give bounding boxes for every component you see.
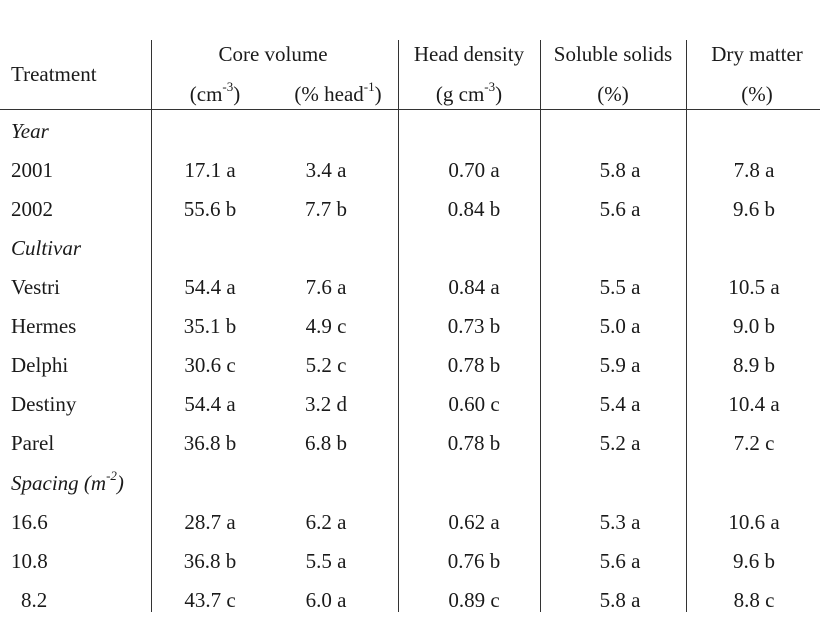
header-soluble-solids: Soluble solids: [553, 42, 673, 66]
cell-head-density: 0.76 b: [447, 549, 501, 573]
cell-soluble-solids: 5.6 a: [599, 549, 641, 573]
cell-head-density: 0.60 c: [448, 392, 500, 416]
cell-core-volume-cm: 54.4 a: [184, 275, 236, 299]
cell-head-density: 0.84 b: [447, 197, 501, 221]
cell-soluble-solids: 5.8 a: [599, 588, 641, 612]
cell-soluble-solids: 5.0 a: [599, 314, 641, 338]
cell-soluble-solids: 5.2 a: [599, 431, 641, 455]
cell-dry-matter: 8.9 b: [733, 353, 775, 377]
cell-core-volume-cm: 55.6 b: [183, 197, 237, 221]
header-soluble-unit: (%): [597, 82, 629, 106]
cell-core-volume-pct: 4.9 c: [305, 314, 347, 338]
cell-dry-matter: 7.2 c: [733, 431, 775, 455]
column-divider: [398, 40, 399, 612]
cell-core-volume-cm: 36.8 b: [183, 549, 237, 573]
cell-core-volume-cm: 30.6 c: [184, 353, 236, 377]
section-spacing: Spacing (m-2): [11, 468, 124, 495]
cell-treatment: 2002: [11, 197, 53, 221]
cell-treatment: Destiny: [11, 392, 77, 416]
cell-treatment: Delphi: [11, 353, 69, 377]
cell-core-volume-pct: 5.5 a: [305, 549, 347, 573]
header-core-unit-cm: (cm-3): [189, 79, 241, 106]
column-divider: [151, 40, 152, 612]
cell-soluble-solids: 5.3 a: [599, 510, 641, 534]
header-rule: [0, 109, 820, 110]
cell-dry-matter: 9.0 b: [733, 314, 775, 338]
cell-soluble-solids: 5.9 a: [599, 353, 641, 377]
cell-dry-matter: 9.6 b: [733, 549, 775, 573]
cell-treatment: Vestri: [11, 275, 60, 299]
header-treatment: Treatment: [11, 62, 97, 86]
cell-treatment: 2001: [11, 158, 53, 182]
cell-head-density: 0.78 b: [447, 431, 501, 455]
cell-core-volume-cm: 36.8 b: [183, 431, 237, 455]
cell-core-volume-pct: 5.2 c: [305, 353, 347, 377]
cell-core-volume-pct: 6.0 a: [305, 588, 347, 612]
cell-head-density: 0.84 a: [448, 275, 500, 299]
cell-head-density: 0.78 b: [447, 353, 501, 377]
cell-core-volume-cm: 35.1 b: [183, 314, 237, 338]
column-divider: [540, 40, 541, 612]
cell-treatment: 8.2: [21, 588, 48, 612]
cell-dry-matter: 7.8 a: [733, 158, 775, 182]
cell-core-volume-pct: 3.4 a: [305, 158, 347, 182]
cell-dry-matter: 8.8 c: [733, 588, 775, 612]
cell-core-volume-pct: 3.2 d: [305, 392, 347, 416]
cell-dry-matter: 10.6 a: [728, 510, 780, 534]
cell-treatment: 16.6: [11, 510, 48, 534]
header-head-density: Head density: [413, 42, 525, 66]
header-dry-unit: (%): [741, 82, 773, 106]
cell-head-density: 0.89 c: [448, 588, 500, 612]
cell-core-volume-pct: 6.8 b: [305, 431, 347, 455]
cell-core-volume-cm: 54.4 a: [184, 392, 236, 416]
cell-treatment: 10.8: [11, 549, 48, 573]
cell-treatment: Parel: [11, 431, 55, 455]
cell-core-volume-pct: 6.2 a: [305, 510, 347, 534]
section-year: Year: [11, 119, 49, 143]
cell-core-volume-cm: 28.7 a: [184, 510, 236, 534]
column-divider: [686, 40, 687, 612]
cell-core-volume-pct: 7.7 b: [305, 197, 347, 221]
header-head-unit: (g cm-3): [435, 79, 503, 106]
cell-dry-matter: 9.6 b: [733, 197, 775, 221]
cell-head-density: 0.73 b: [447, 314, 501, 338]
cell-soluble-solids: 5.6 a: [599, 197, 641, 221]
cell-dry-matter: 10.5 a: [728, 275, 780, 299]
header-dry-matter: Dry matter: [711, 42, 803, 66]
section-cultivar: Cultivar: [11, 236, 82, 260]
cell-core-volume-pct: 7.6 a: [305, 275, 347, 299]
cell-treatment: Hermes: [11, 314, 77, 338]
cell-core-volume-cm: 43.7 c: [184, 588, 236, 612]
cell-head-density: 0.62 a: [448, 510, 500, 534]
cell-head-density: 0.70 a: [448, 158, 500, 182]
cell-core-volume-cm: 17.1 a: [184, 158, 236, 182]
cell-soluble-solids: 5.8 a: [599, 158, 641, 182]
cell-soluble-solids: 5.5 a: [599, 275, 641, 299]
cell-soluble-solids: 5.4 a: [599, 392, 641, 416]
header-core-volume: Core volume: [218, 42, 328, 66]
cell-dry-matter: 10.4 a: [728, 392, 780, 416]
header-core-unit-pct: (% head-1): [294, 79, 382, 106]
